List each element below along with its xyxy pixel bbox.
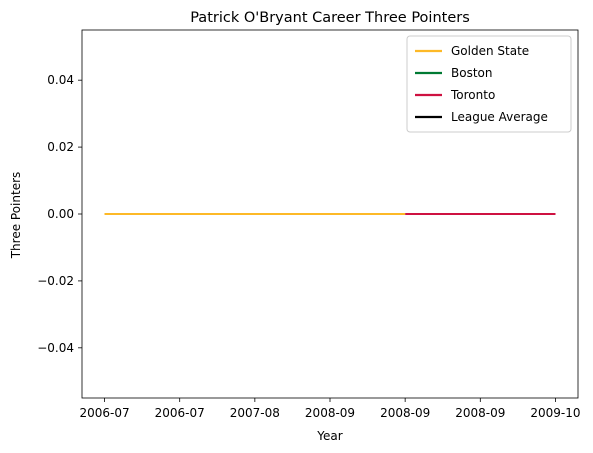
y-axis: −0.04 −0.02 0.00 0.02 0.04	[37, 73, 82, 355]
legend-label: Toronto	[450, 88, 495, 102]
y-tick-label: 0.00	[47, 207, 74, 221]
chart-title: Patrick O'Bryant Career Three Pointers	[190, 10, 470, 26]
legend-label: Golden State	[451, 44, 529, 58]
x-tick-label: 2009-10	[530, 406, 580, 420]
y-tick-label: 0.02	[47, 140, 74, 154]
x-tick-label: 2007-08	[230, 406, 280, 420]
legend: Golden State Boston Toronto League Average	[406, 35, 572, 133]
legend-label: League Average	[451, 110, 548, 124]
legend-box	[406, 35, 572, 133]
x-tick-label: 2008-09	[305, 406, 355, 420]
y-tick-label: −0.02	[37, 274, 74, 288]
x-tick-label: 2008-09	[380, 406, 430, 420]
y-tick-label: 0.04	[47, 73, 74, 87]
x-tick-label: 2006-07	[155, 406, 205, 420]
y-axis-title: Three Pointers	[9, 172, 23, 260]
y-tick-label: −0.04	[37, 341, 74, 355]
x-axis-title: Year	[316, 429, 342, 443]
x-tick-label: 2008-09	[455, 406, 505, 420]
x-tick-label: 2006-07	[79, 406, 129, 420]
legend-label: Boston	[451, 66, 492, 80]
x-axis: 2006-07 2006-07 2007-08 2008-09 2008-09 2008-…	[79, 398, 581, 420]
